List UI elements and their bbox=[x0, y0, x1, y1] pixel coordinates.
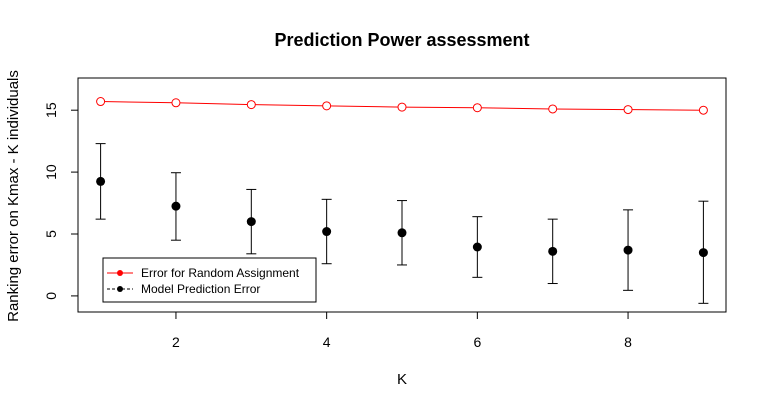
y-tick-label: 15 bbox=[43, 102, 59, 118]
random-assignment-point bbox=[472, 103, 482, 113]
model-prediction-point bbox=[623, 245, 633, 255]
legend: Error for Random Assignment Model Predict… bbox=[102, 257, 317, 303]
axes: 2 4 6 8 0 5 10 15 bbox=[43, 102, 632, 350]
model-prediction-point bbox=[397, 228, 407, 238]
random-assignment-point bbox=[698, 105, 708, 115]
random-assignment-point bbox=[246, 100, 256, 110]
legend-label-1: Error for Random Assignment bbox=[141, 266, 300, 280]
x-tick-label: 4 bbox=[323, 334, 331, 350]
plot-marks bbox=[95, 97, 709, 304]
random-assignment-point bbox=[548, 104, 558, 114]
y-tick-label: 10 bbox=[43, 164, 59, 180]
x-tick-label: 8 bbox=[624, 334, 632, 350]
x-axis-label: K bbox=[397, 371, 407, 388]
model-prediction-point bbox=[246, 217, 256, 227]
model-prediction-point bbox=[698, 248, 708, 258]
legend-marker-2 bbox=[117, 286, 123, 292]
random-assignment-point bbox=[397, 102, 407, 112]
random-assignment-point bbox=[623, 105, 633, 115]
legend-box bbox=[102, 257, 317, 303]
x-tick-label: 6 bbox=[473, 334, 481, 350]
x-tick-label: 2 bbox=[172, 334, 180, 350]
chart-title: Prediction Power assessment bbox=[274, 30, 529, 50]
model-prediction-point bbox=[548, 246, 558, 256]
model-prediction-point bbox=[96, 176, 106, 186]
random-assignment-point bbox=[96, 97, 106, 107]
y-tick-label: 0 bbox=[43, 292, 59, 300]
legend-label-2: Model Prediction Error bbox=[141, 282, 260, 296]
legend-marker-1 bbox=[117, 270, 123, 276]
y-tick-label: 5 bbox=[43, 230, 59, 238]
random-assignment-point bbox=[322, 101, 332, 111]
model-prediction-point bbox=[472, 242, 482, 252]
model-prediction-point bbox=[322, 227, 332, 237]
random-assignment-point bbox=[171, 98, 181, 108]
model-prediction-point bbox=[171, 201, 181, 211]
y-axis-label: Ranking error on Kmax - K individuals bbox=[5, 70, 22, 322]
